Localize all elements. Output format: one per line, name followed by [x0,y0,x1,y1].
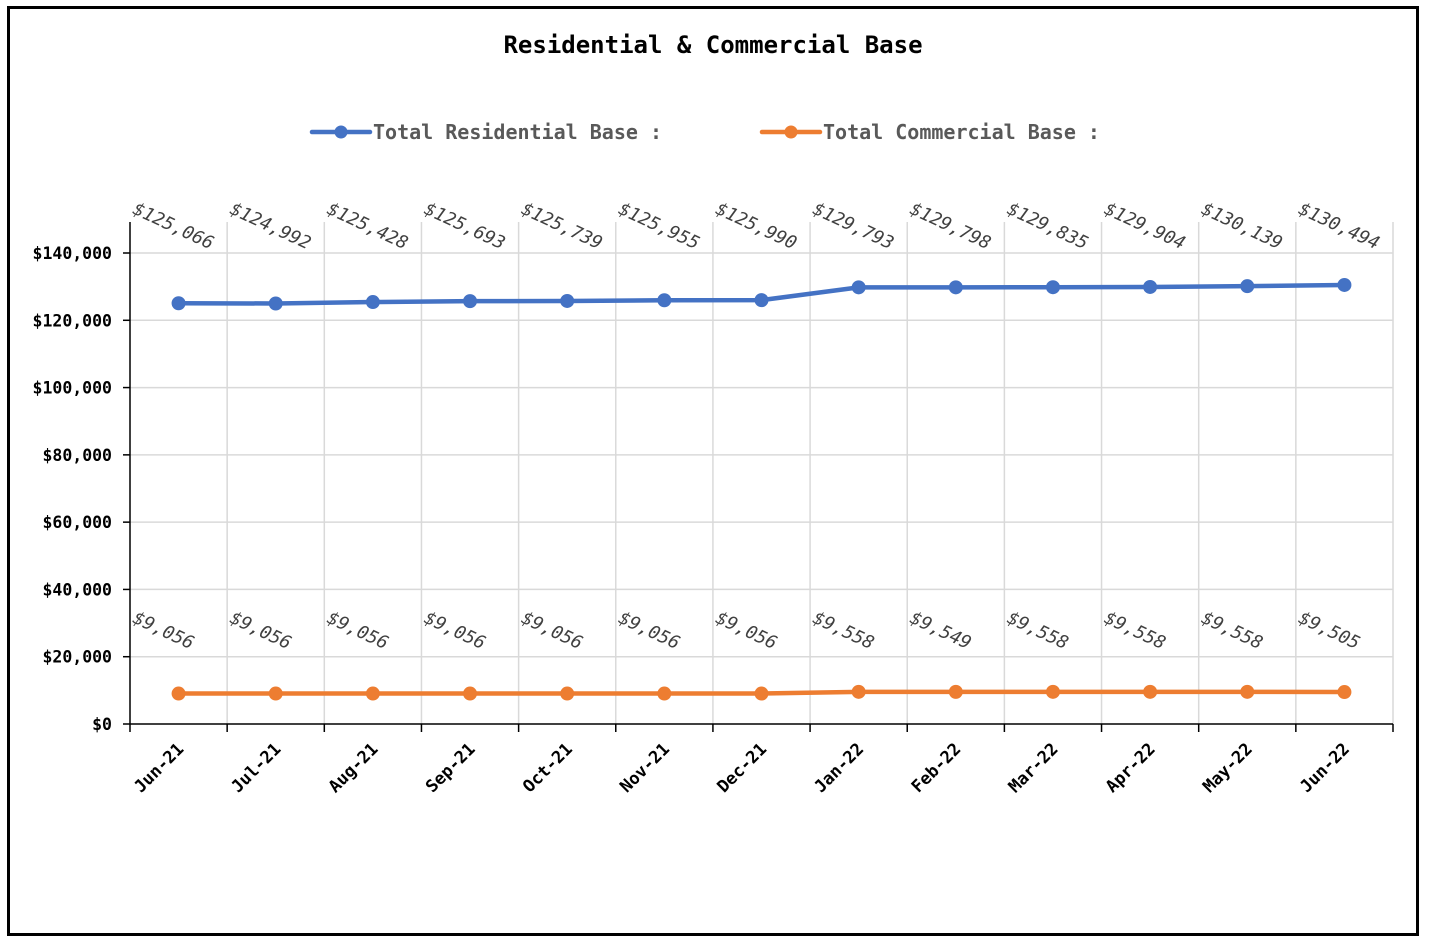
x-tick-label: Jan-22 [811,739,869,797]
residential-data-label: $130,139 [1198,198,1285,254]
series-group [171,277,1352,701]
x-tick-label: Aug-21 [325,739,383,797]
commercial-point [657,686,672,701]
legend-commercial-marker [784,125,798,139]
commercial-data-label: $9,056 [712,607,780,654]
x-tick-label: Nov-21 [616,739,674,797]
data-labels: $125,066 $124,992 $125,428 $125,693 $125,739… [129,198,1382,654]
x-tick-label: Jun-21 [131,739,189,797]
residential-data-label: $124,992 [227,198,314,254]
commercial-data-label: $9,056 [129,607,197,654]
y-tick-label: $20,000 [42,648,112,667]
residential-data-label: $125,693 [421,198,508,254]
y-tick-label: $120,000 [33,311,112,330]
residential-data-label: $129,835 [1004,198,1091,254]
legend: Total Residential Base : Total Commercial… [309,120,1100,144]
x-tick-label: Dec-21 [713,739,771,797]
commercial-point [1337,685,1352,700]
commercial-point [560,686,575,701]
residential-data-label: $125,066 [129,198,216,254]
commercial-data-label: $9,056 [518,607,586,654]
commercial-data-label: $9,056 [324,607,392,654]
y-tick-label: $40,000 [42,580,112,599]
x-tick-label: Feb-22 [908,739,966,797]
commercial-point [948,684,963,699]
commercial-data-label: $9,505 [1295,607,1363,654]
commercial-point [1045,684,1060,699]
commercial-data-label: $9,558 [1101,607,1169,654]
commercial-data-label: $9,056 [421,607,489,654]
commercial-point [754,686,769,701]
residential-point [948,280,963,295]
legend-commercial-label: Total Commercial Base : [823,120,1100,144]
x-tick-label: Sep-21 [422,739,480,797]
residential-point [463,294,478,309]
residential-point [171,296,186,311]
x-tick-label: Apr-22 [1102,739,1160,797]
legend-residential-marker [334,125,348,139]
gridlines [130,222,1394,724]
residential-data-label: $125,428 [324,198,411,254]
x-tick-label: Oct-21 [519,739,577,797]
commercial-point [463,686,478,701]
y-tick-label: $100,000 [33,379,112,398]
residential-data-label: $125,990 [712,198,799,254]
y-tick-label: $60,000 [42,513,112,532]
residential-point [560,293,575,308]
x-tick-label: Mar-22 [1005,739,1063,797]
residential-point [851,280,866,295]
residential-point [1045,280,1060,295]
residential-point [754,293,769,308]
residential-point [268,296,283,311]
commercial-data-label: $9,558 [1004,607,1072,654]
x-tick-label: May-22 [1199,739,1257,797]
y-tick-label: $140,000 [33,244,112,263]
x-axis-ticks: Jun-21 Jul-21 Aug-21 Sep-21 Oct-21 Nov-21 Dec-… [131,739,1354,797]
residential-point [657,293,672,308]
residential-data-label: $130,494 [1295,198,1382,254]
commercial-point [268,686,283,701]
y-tick-label: $80,000 [42,446,112,465]
commercial-data-label: $9,056 [227,607,295,654]
commercial-data-label: $9,056 [615,607,683,654]
legend-residential-label: Total Residential Base : [373,120,662,144]
x-tick-label: Jul-21 [228,739,286,797]
y-axis-ticks: $0 $20,000 $40,000 $60,000 $80,000 $100,000 $1… [33,244,112,734]
residential-data-label: $129,904 [1101,198,1188,254]
residential-point [1240,279,1255,294]
residential-data-label: $129,798 [907,198,994,254]
x-tick-label: Jun-22 [1296,739,1354,797]
axes [123,222,1394,732]
commercial-data-label: $9,549 [907,607,975,654]
residential-data-label: $129,793 [810,198,897,254]
commercial-point [1240,684,1255,699]
commercial-point [171,686,186,701]
commercial-point [851,684,866,699]
commercial-point [365,686,380,701]
y-tick-label: $0 [92,715,112,734]
commercial-data-label: $9,558 [810,607,878,654]
residential-data-label: $125,739 [518,198,605,254]
residential-point [1337,277,1352,292]
residential-point [1143,279,1158,294]
chart-title: Residential & Commercial Base [503,31,922,59]
residential-point [365,295,380,310]
commercial-data-label: $9,558 [1198,607,1266,654]
residential-data-label: $125,955 [615,198,702,254]
commercial-point [1143,684,1158,699]
